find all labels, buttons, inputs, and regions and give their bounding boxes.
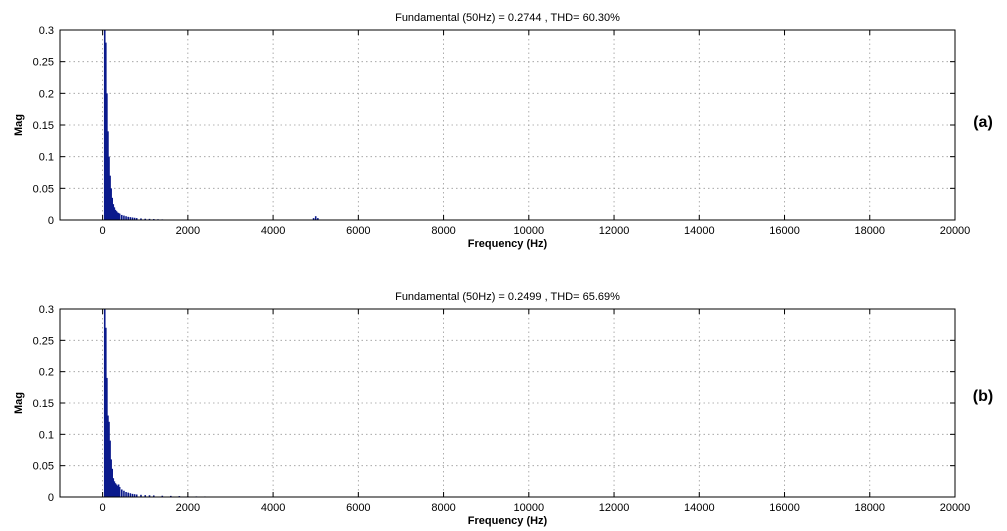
y-axis-label: Mag [13, 114, 25, 136]
x-tick-label: 2000 [176, 502, 200, 514]
chart-title: Fundamental (50Hz) = 0.2744 , THD= 60.30… [395, 12, 620, 24]
x-tick-label: 0 [100, 502, 106, 514]
x-axis-label: Frequency (Hz) [468, 515, 548, 527]
x-tick-label: 14000 [684, 225, 715, 237]
y-tick-label: 0.05 [33, 183, 54, 195]
x-tick-label: 6000 [346, 502, 370, 514]
y-tick-label: 0.15 [33, 398, 54, 410]
chart-title: Fundamental (50Hz) = 0.2499 , THD= 65.69… [395, 291, 620, 303]
spectrum-panel: 0 2000 4000 6000 8000 10000 12000 14000 16000 180… [13, 291, 993, 527]
x-tick-label: 0 [100, 225, 106, 237]
y-tick-label: 0 [48, 215, 54, 227]
x-tick-label: 16000 [769, 502, 800, 514]
x-tick-label: 4000 [261, 225, 285, 237]
y-tick-label: 0.1 [39, 429, 54, 441]
y-tick-label: 0.05 [33, 461, 54, 473]
x-tick-label: 2000 [176, 225, 200, 237]
y-tick-label: 0.3 [39, 304, 54, 316]
x-tick-label: 8000 [431, 225, 455, 237]
panel-label: (b) [973, 388, 993, 405]
y-tick-label: 0 [48, 492, 54, 504]
x-tick-label: 16000 [769, 225, 800, 237]
x-tick-label: 20000 [940, 502, 971, 514]
y-tick-label: 0.2 [39, 88, 54, 100]
y-axis-label: Mag [13, 392, 25, 414]
spectrum-panel: 0 2000 4000 6000 8000 10000 12000 14000 16000 180… [13, 12, 993, 250]
y-tick-label: 0.1 [39, 152, 54, 164]
x-tick-label: 10000 [514, 225, 545, 237]
x-tick-label: 20000 [940, 225, 971, 237]
x-tick-label: 12000 [599, 225, 630, 237]
y-tick-label: 0.15 [33, 120, 54, 132]
panel-label: (a) [973, 114, 993, 131]
x-tick-label: 8000 [431, 502, 455, 514]
x-tick-label: 14000 [684, 502, 715, 514]
x-tick-label: 10000 [514, 502, 545, 514]
x-tick-label: 12000 [599, 502, 630, 514]
y-tick-label: 0.3 [39, 25, 54, 37]
y-tick-label: 0.25 [33, 57, 54, 69]
y-tick-label: 0.2 [39, 367, 54, 379]
x-tick-label: 6000 [346, 225, 370, 237]
x-tick-label: 18000 [854, 502, 885, 514]
x-tick-label: 18000 [854, 225, 885, 237]
x-tick-label: 4000 [261, 502, 285, 514]
y-tick-label: 0.25 [33, 335, 54, 347]
x-axis-label: Frequency (Hz) [468, 238, 548, 250]
